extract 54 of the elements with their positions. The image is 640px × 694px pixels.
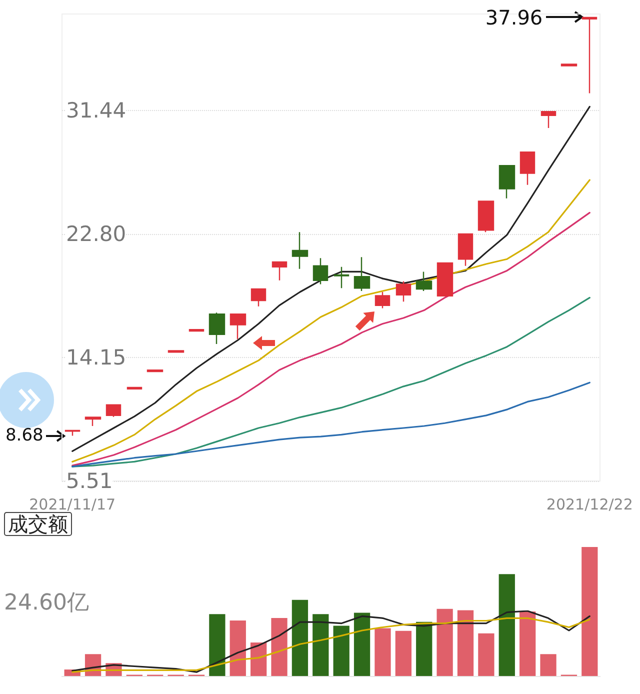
candlestick (436, 262, 454, 296)
x-tick-label: 2021/12/22 (546, 496, 633, 514)
candlestick (292, 232, 308, 270)
candlestick (334, 266, 350, 289)
bar (312, 614, 329, 676)
candlestick (582, 16, 598, 94)
bar (374, 628, 391, 676)
bar (395, 630, 412, 676)
annotation: 37.96 (485, 5, 543, 30)
candlestick (560, 64, 578, 66)
bar (271, 618, 288, 676)
candlestick (478, 200, 494, 233)
candlestick (106, 404, 122, 418)
annotation: 24.60亿 (4, 590, 89, 616)
y-tick-label: 31.44 (66, 98, 126, 123)
bar (354, 612, 370, 676)
candlestick (396, 280, 412, 302)
bar (209, 614, 226, 676)
candlestick (498, 164, 516, 200)
line-series (72, 382, 590, 468)
y-tick-label: 14.15 (66, 346, 126, 370)
y-tick-label: 22.80 (66, 222, 126, 246)
candlestick (146, 370, 164, 372)
bar (333, 626, 350, 676)
bar (582, 547, 598, 676)
bar (230, 620, 246, 676)
candlestick (230, 314, 246, 340)
x-tick-label: 2021/11/17 (29, 496, 116, 514)
bar (520, 612, 536, 676)
candlestick (354, 256, 370, 292)
candlestick (250, 288, 266, 308)
candlestick (312, 258, 328, 285)
candlestick (188, 328, 204, 332)
candlestick (458, 233, 474, 266)
candlestick (374, 291, 390, 309)
bar (292, 600, 308, 676)
candlestick (540, 110, 556, 129)
candlestick (84, 416, 102, 427)
candlestick (416, 271, 432, 292)
bar (478, 633, 494, 676)
bar (457, 610, 474, 676)
chart-title: 成交额 (8, 512, 68, 536)
bar (250, 642, 267, 676)
annotation: 8.68 (5, 426, 44, 446)
bar (416, 622, 432, 676)
bar (436, 608, 453, 676)
candlestick (272, 261, 288, 282)
bar (540, 654, 556, 676)
candlestick (126, 386, 142, 390)
candlestick (208, 312, 226, 345)
candlestick (168, 350, 184, 353)
bar (498, 574, 515, 676)
candlestick (520, 152, 536, 186)
y-tick-label: 5.51 (66, 469, 113, 493)
